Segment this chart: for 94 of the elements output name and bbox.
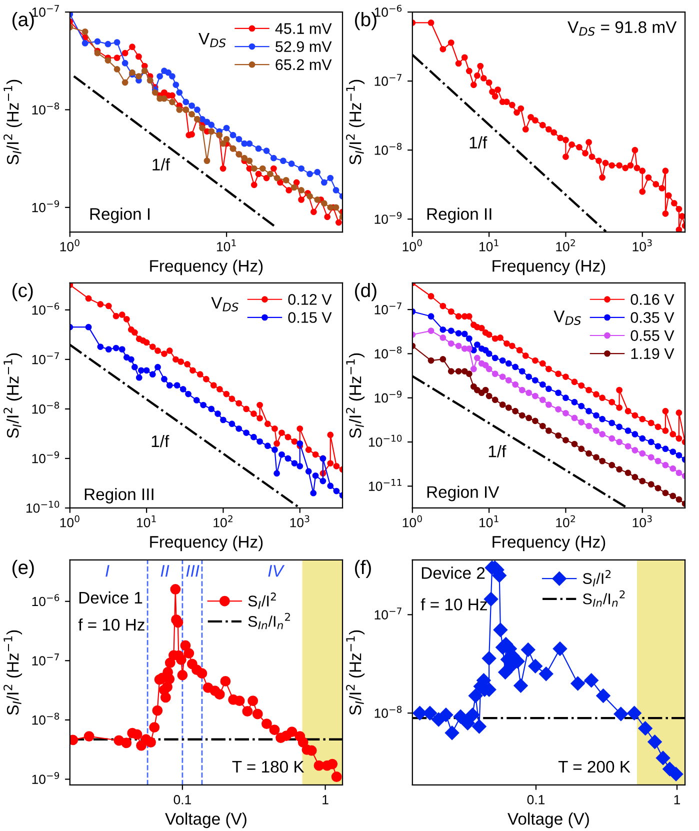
x-tick-label: 10$^{3}$ bbox=[632, 515, 652, 528]
annotation: Region IV bbox=[427, 486, 500, 502]
chart-title: (e) bbox=[12, 560, 34, 578]
annotation: f = 10 Hz bbox=[420, 598, 487, 610]
x-tick-label: 10$^{3}$ bbox=[632, 239, 652, 252]
annotation: T = 180 K bbox=[232, 760, 304, 773]
x-tick-label: 10$^{2}$ bbox=[556, 239, 575, 252]
x-tick-label: 10$^{1}$ bbox=[480, 515, 498, 528]
x-axis-title: Frequency (Hz) bbox=[150, 260, 263, 276]
annotation: f = 10 Hz bbox=[78, 618, 144, 631]
y-tick-label: 10$^{−6}$ bbox=[32, 594, 60, 606]
legend-label: 0.12 V bbox=[288, 294, 332, 305]
annotation: Region I bbox=[90, 208, 150, 224]
chart-title: (c) bbox=[12, 282, 33, 302]
legend-label: 0.55 V bbox=[630, 330, 674, 341]
annotation: IV bbox=[268, 565, 285, 577]
annotation: Device 1 bbox=[79, 591, 142, 604]
x-tick-label: 10$^{0}$ bbox=[402, 515, 422, 528]
y-tick-label: 10$^{−10}$ bbox=[368, 434, 402, 447]
legend-label: S$_{In}$/I$_{n}$$^{2}$ bbox=[582, 590, 625, 607]
legend-label: 0.16 V bbox=[630, 294, 674, 305]
x-tick-label: 0.1 bbox=[174, 795, 191, 804]
y-tick-label: 10$^{−9}$ bbox=[32, 200, 60, 212]
legend-label: 45.1 mV bbox=[275, 23, 332, 34]
x-axis-title: Voltage (V) bbox=[165, 812, 246, 828]
y-tick-label: 10$^{−8}$ bbox=[374, 346, 402, 358]
y-axis-title: S$_{I}$/I$^{2}$ (Hz$^{−1}$) bbox=[4, 80, 22, 165]
annotation: III bbox=[186, 565, 200, 577]
y-tick-label: 10$^{−7}$ bbox=[374, 302, 402, 314]
chart-title: (d) bbox=[355, 282, 376, 302]
y-tick-label: 10$^{−10}$ bbox=[26, 500, 60, 513]
chart-title: (a) bbox=[12, 12, 34, 30]
legend-label: S$_{In}$/I$_{n}$$^{2}$ bbox=[248, 612, 290, 630]
x-tick-label: 10$^{1}$ bbox=[216, 239, 236, 252]
legend-title: V$_{DS}$ bbox=[198, 32, 226, 48]
y-tick-label: 10$^{−9}$ bbox=[32, 451, 60, 464]
x-tick-label: 10$^{1}$ bbox=[480, 239, 498, 252]
legend-label: 65.2 mV bbox=[276, 59, 332, 70]
y-tick-label: 10$^{−9}$ bbox=[32, 772, 60, 784]
legend-title: V$_{DS}$ bbox=[211, 297, 238, 312]
y-tick-label: 10$^{−9}$ bbox=[374, 212, 402, 224]
legend-label: S$_{I}$/I$^{2}$ bbox=[582, 570, 611, 586]
x-tick-label: 10$^{0}$ bbox=[60, 515, 80, 528]
x-tick-label: 10$^{3}$ bbox=[290, 515, 310, 528]
y-tick-label: 10$^{−7}$ bbox=[374, 608, 402, 620]
y-tick-label: 10$^{−7}$ bbox=[374, 74, 402, 86]
annotation: 1/f bbox=[470, 136, 488, 149]
y-axis-title: S$_{I}$/I$^{2}$ (Hz$^{−1}$) bbox=[4, 630, 22, 715]
chart-title: (f) bbox=[355, 560, 371, 578]
legend-label: 1.19 V bbox=[631, 348, 674, 360]
y-axis-title: S$_{I}$/I$^{2}$ (Hz$^{−1}$) bbox=[346, 353, 365, 438]
annotation: Device 2 bbox=[422, 566, 485, 579]
x-tick-label: 1 bbox=[322, 795, 328, 804]
x-axis-title: Frequency (Hz) bbox=[492, 536, 606, 552]
y-axis-title: S$_{I}$/I$^{2}$ (Hz$^{−1}$) bbox=[346, 630, 365, 715]
y-tick-label: 10$^{−6}$ bbox=[32, 302, 60, 315]
y-axis-title: S$_{I}$/I$^{2}$ (Hz$^{−1}$) bbox=[4, 353, 22, 438]
x-tick-label: 10$^{0}$ bbox=[60, 239, 80, 252]
x-tick-label: 0.1 bbox=[527, 795, 544, 804]
x-tick-label: 10$^{1}$ bbox=[137, 515, 156, 528]
annotation: II bbox=[160, 565, 170, 577]
y-tick-label: 10$^{−8}$ bbox=[374, 142, 402, 155]
y-tick-label: 10$^{−6}$ bbox=[374, 4, 402, 17]
x-tick-label: 1 bbox=[674, 795, 680, 804]
y-tick-label: 10$^{−8}$ bbox=[32, 712, 60, 725]
y-tick-label: 10$^{−11}$ bbox=[368, 479, 402, 491]
y-tick-label: 10$^{−7}$ bbox=[32, 4, 59, 17]
y-tick-label: 10$^{−7}$ bbox=[32, 654, 59, 666]
annotation: V$_{DS}$ = 91.8 mV bbox=[568, 21, 677, 36]
chart-title: (b) bbox=[355, 12, 376, 30]
annotation: 1/f bbox=[152, 434, 170, 448]
y-tick-label: 10$^{−8}$ bbox=[32, 402, 60, 414]
annotation: Region II bbox=[427, 208, 492, 224]
x-axis-title: Frequency (Hz) bbox=[492, 260, 606, 276]
annotation: 1/f bbox=[152, 158, 170, 170]
y-tick-label: 10$^{−7}$ bbox=[32, 352, 59, 364]
legend-label: S$_{I}$/I$^{2}$ bbox=[248, 592, 276, 609]
legend-label: 0.35 V bbox=[630, 312, 674, 323]
x-tick-label: 10$^{2}$ bbox=[556, 515, 575, 528]
annotation: T = 200 K bbox=[558, 760, 630, 773]
x-axis-title: Frequency (Hz) bbox=[150, 536, 263, 552]
y-tick-label: 10$^{−8}$ bbox=[32, 102, 60, 115]
legend-label: 52.9 mV bbox=[276, 41, 332, 52]
annotation: 1/f bbox=[488, 445, 506, 458]
legend-title: V$_{DS}$ bbox=[554, 310, 581, 325]
legend-label: 0.15 V bbox=[288, 312, 332, 323]
y-tick-label: 10$^{−9}$ bbox=[374, 390, 402, 403]
x-tick-label: 10$^{2}$ bbox=[214, 515, 232, 528]
annotation: Region III bbox=[84, 488, 154, 504]
annotation: I bbox=[106, 565, 110, 577]
x-tick-label: 10$^{0}$ bbox=[402, 239, 422, 252]
x-axis-title: Voltage (V) bbox=[508, 812, 589, 828]
y-axis-title: S$_{I}$/I$^{2}$ (Hz$^{−1}$) bbox=[346, 80, 365, 165]
y-tick-label: 10$^{−8}$ bbox=[374, 706, 402, 718]
